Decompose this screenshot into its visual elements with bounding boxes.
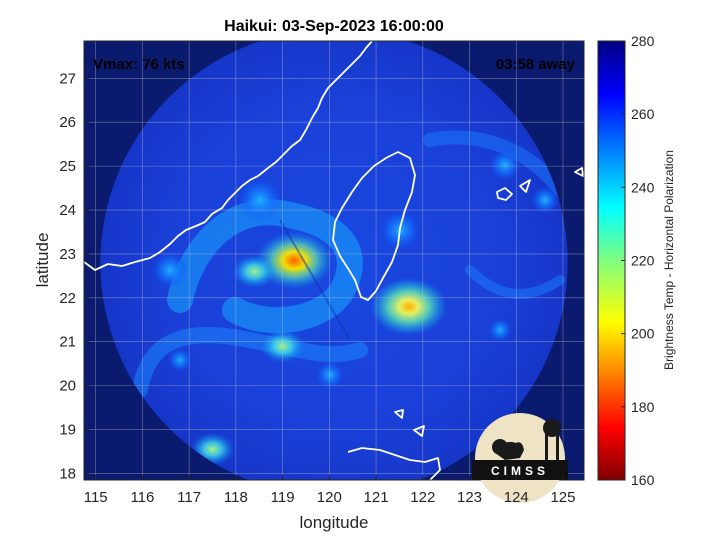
y-tick-label: 20 — [59, 378, 76, 395]
cold-patch-north — [238, 178, 282, 222]
coastlines — [84, 41, 584, 480]
colorbar: 160 180 200 220 240 260 280 Brightness Temp - … — [597, 33, 676, 488]
x-tick-label: 115 — [84, 489, 108, 506]
x-tick-label: 122 — [410, 489, 435, 506]
x-tick-label: 118 — [224, 489, 248, 506]
feature-5 — [370, 278, 447, 336]
y-axis: 18 19 20 21 22 23 24 25 26 27 — [59, 70, 89, 482]
northeast-band — [423, 130, 567, 197]
cold-patch-se — [488, 318, 512, 342]
cold-patch-ne2 — [531, 186, 559, 214]
island-c — [394, 409, 404, 419]
cold-patch-s — [316, 361, 344, 389]
hainan-coast — [347, 447, 441, 480]
island-e — [574, 167, 584, 177]
colorbar-tick-label: 240 — [631, 179, 655, 195]
grid — [84, 41, 584, 480]
y-tick-label: 25 — [59, 158, 76, 175]
y-tick-label: 21 — [59, 334, 76, 351]
y-tick-label: 23 — [59, 246, 76, 263]
colorbar-ticks: 160 180 200 220 240 260 280 — [621, 33, 655, 488]
y-tick-label: 18 — [59, 465, 76, 482]
island-d — [413, 425, 425, 437]
colorbar-tick-label: 180 — [631, 399, 655, 415]
cimss-logo: CIMSS — [472, 413, 568, 503]
x-tick-label: 116 — [130, 489, 154, 506]
x-tick-label: 117 — [177, 489, 201, 506]
x-tick-label: 124 — [504, 489, 529, 506]
y-axis-label: latitude — [33, 233, 52, 288]
colorbar-tick-label: 200 — [631, 326, 655, 342]
taiwan-outline — [332, 151, 416, 301]
colorbar-tick-label: 280 — [631, 33, 655, 49]
island-b — [519, 179, 531, 193]
vmax-label: Vmax: 76 kts — [93, 56, 185, 73]
x-tick-label: 121 — [364, 489, 389, 506]
island-a — [496, 187, 513, 201]
plot-area — [84, 41, 584, 480]
spiral-band — [167, 199, 363, 334]
y-tick-label: 24 — [59, 202, 76, 219]
time-offset-label: 03:58 away — [496, 56, 576, 73]
feature-2 — [232, 254, 277, 288]
colorbar-tick-label: 260 — [631, 106, 655, 122]
y-tick-label: 22 — [59, 290, 76, 307]
colorbar-label: Brightness Temp - Horizontal Polarizatio… — [662, 150, 676, 370]
x-tick-label: 120 — [317, 489, 342, 506]
y-tick-label: 27 — [59, 70, 76, 87]
cold-patch-ne — [489, 149, 521, 181]
chart-title: Haikui: 03-Sep-2023 16:00:00 — [224, 18, 444, 35]
x-tick-label: 123 — [457, 489, 482, 506]
cimss-logo-text: CIMSS — [491, 464, 549, 478]
cold-patch-west — [152, 252, 188, 288]
microwave-swath — [100, 41, 568, 480]
x-tick-label: 125 — [550, 489, 575, 506]
y-tick-label: 26 — [59, 114, 76, 131]
colorbar-gradient — [597, 40, 626, 481]
colorbar-tick-label: 220 — [631, 253, 655, 269]
colorbar-tick-label: 160 — [631, 472, 655, 488]
x-tick-label: 119 — [271, 489, 295, 506]
swath-seam — [279, 219, 351, 341]
x-axis-label: longitude — [299, 513, 368, 532]
china-coast — [84, 41, 373, 271]
x-axis: 115 116 117 118 119 120 121 122 123 124 125 — [84, 475, 575, 506]
plot-frame — [83, 40, 585, 481]
east-band — [465, 265, 565, 299]
cold-patch-sw — [168, 348, 192, 372]
y-tick-label: 19 — [59, 422, 76, 439]
